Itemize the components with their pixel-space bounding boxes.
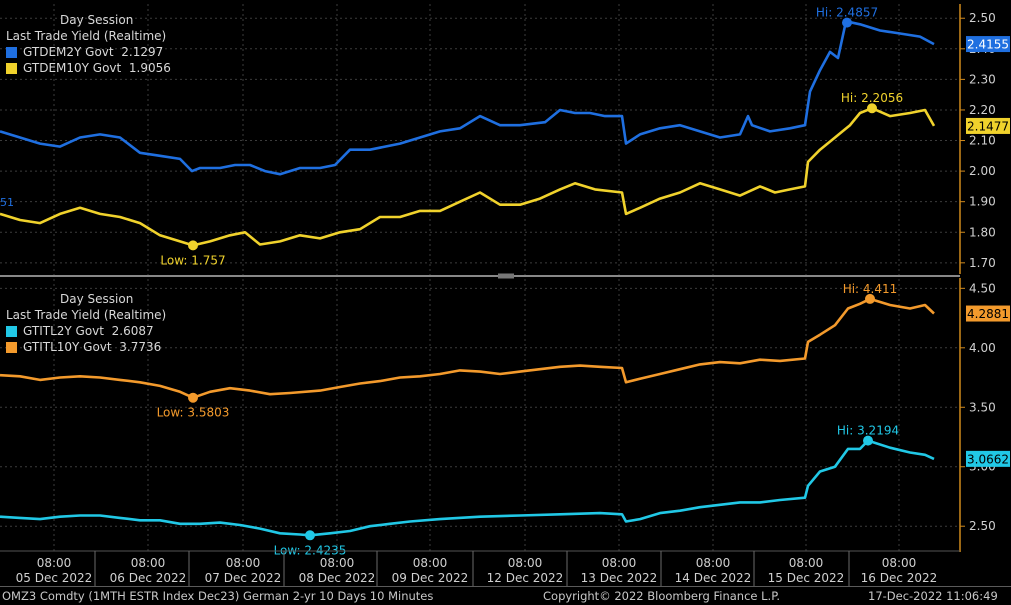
y-tick-label: 3.50 [969,400,996,414]
legend-series-value: 3.7736 [119,340,162,354]
last-value-box [966,36,1010,53]
legend-item-gtitl2y[interactable]: GTITL2Y Govt 2.6087 [6,323,166,339]
top-legend-subtitle: Last Trade Yield (Realtime) [6,29,167,43]
high-marker [842,17,852,28]
y-tick-label: 1.90 [969,195,996,209]
x-time-label: 08:00 [602,556,637,570]
x-date-label: 06 Dec 2022 [110,571,187,585]
legend-series-value: 2.1297 [121,45,164,59]
high-marker [867,103,877,114]
low-marker [188,240,198,251]
high-marker [865,293,875,304]
x-time-label: 08:00 [882,556,917,570]
y-tick-label: 2.30 [969,72,996,86]
footer-security-description: OMZ3 Comdty (1MTH ESTR Index Dec23) Germ… [2,589,434,603]
x-time-label: 08:00 [131,556,166,570]
bottom-legend-title: Day Session [60,292,134,306]
x-date-label: 13 Dec 2022 [581,571,658,585]
clipped-value-label: 51 [0,196,14,209]
y-tick-label: 2.50 [969,519,996,533]
x-time-label: 08:00 [413,556,448,570]
y-tick-label: 2.50 [969,11,996,25]
x-date-label: 16 Dec 2022 [861,571,938,585]
x-time-label: 08:00 [508,556,543,570]
last-value-box [966,305,1010,322]
last-value-label: 3.0662 [967,452,1009,466]
footer-bar: OMZ3 Comdty (1MTH ESTR Index Dec23) Germ… [0,586,1011,605]
x-time-label: 08:00 [37,556,72,570]
y-tick-label: 1.80 [969,225,996,239]
x-date-label: 08 Dec 2022 [299,571,376,585]
series-line-gtitl10y-govt [0,297,935,399]
high-marker [863,435,873,446]
x-date-label: 15 Dec 2022 [768,571,845,585]
last-value-label: 2.1477 [967,119,1009,133]
x-date-label: 09 Dec 2022 [392,571,469,585]
low-label: Low: 3.5803 [157,406,230,420]
top-legend-title: Day Session [60,13,134,27]
y-tick-label: 1.70 [969,256,996,270]
last-value-box [966,450,1010,467]
x-date-label: 07 Dec 2022 [205,571,282,585]
series-line-gtdem2y-govt [0,20,935,176]
legend-swatch [6,46,17,58]
high-label: Hi: 4.411 [843,282,898,296]
low-label: Low: 2.4235 [274,543,347,557]
last-value-label: 4.2881 [967,307,1009,321]
legend-series-name: GTDEM2Y Govt [23,45,114,59]
x-time-label: 08:00 [320,556,355,570]
low-label: Low: 1.757 [160,253,225,267]
high-label: Hi: 2.2056 [841,91,903,105]
y-tick-label: 2.10 [969,134,996,148]
legend-series-name: GTDEM10Y Govt [23,61,122,75]
bottom-legend-subtitle: Last Trade Yield (Realtime) [6,308,167,322]
top-legend: Day Session Last Trade Yield (Realtime) … [6,12,171,76]
high-label: Hi: 3.2194 [837,424,899,438]
last-value-label: 2.4155 [967,38,1009,52]
legend-swatch [6,62,17,74]
low-marker [188,392,198,403]
x-time-label: 08:00 [696,556,731,570]
bottom-legend: Day Session Last Trade Yield (Realtime) … [6,291,166,355]
legend-series-value: 2.6087 [111,324,154,338]
legend-series-name: GTITL10Y Govt [23,340,112,354]
legend-series-name: GTITL2Y Govt [23,324,104,338]
footer-timestamp: 17-Dec-2022 11:06:49 [868,589,998,603]
x-date-label: 12 Dec 2022 [487,571,564,585]
panel-resize-handle[interactable] [498,273,514,279]
y-tick-label: 2.20 [969,103,996,117]
y-tick-label: 4.00 [969,341,996,355]
legend-item-gtdem2y[interactable]: GTDEM2Y Govt 2.1297 [6,44,171,60]
legend-swatch [6,341,17,353]
legend-series-value: 1.9056 [128,61,171,75]
last-value-box [966,117,1010,134]
high-label: Hi: 2.4857 [816,6,878,20]
footer-copyright: Copyright© 2022 Bloomberg Finance L.P. [543,589,780,603]
legend-item-gtdem10y[interactable]: GTDEM10Y Govt 1.9056 [6,60,171,76]
legend-swatch [6,325,17,337]
series-line-gtitl2y-govt [0,439,935,537]
y-tick-label: 4.50 [969,281,996,295]
low-marker [305,530,315,541]
x-date-label: 14 Dec 2022 [675,571,752,585]
y-tick-label: 2.00 [969,164,996,178]
x-time-label: 08:00 [789,556,824,570]
legend-item-gtitl10y[interactable]: GTITL10Y Govt 3.7736 [6,339,166,355]
x-time-label: 08:00 [226,556,261,570]
x-date-label: 05 Dec 2022 [16,571,93,585]
series-line-gtdem10y-govt [0,106,936,247]
